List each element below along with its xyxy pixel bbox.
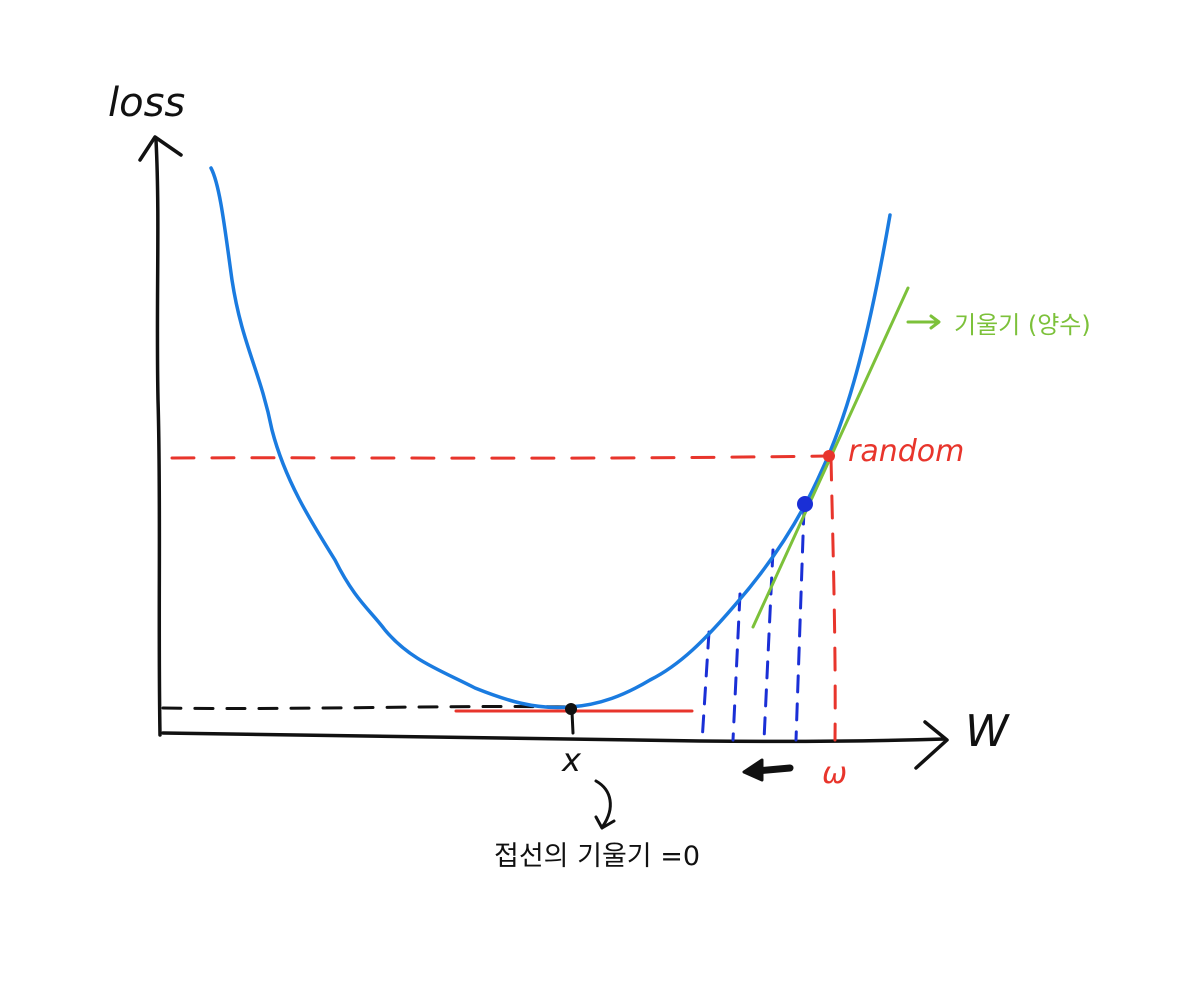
start-weight-label: ω (822, 756, 847, 791)
step-line-4 (794, 506, 806, 742)
loss-curve (209, 166, 892, 710)
curved-down-arrow-icon (594, 779, 616, 830)
minimum-slope-note: 접선의 기울기 =0 (494, 841, 700, 872)
x-axis-label: W (965, 706, 1010, 757)
step-line-1 (700, 630, 711, 744)
random-loss-guide (170, 454, 830, 460)
minimum-point (565, 703, 577, 735)
gradient-note: 기울기 (양수) (954, 311, 1091, 339)
random-weight-guide (829, 456, 837, 742)
current-step-point (797, 496, 813, 512)
left-arrow-icon (742, 758, 794, 782)
right-arrow-icon (906, 314, 941, 330)
step-line-3 (762, 548, 775, 742)
y-axis (138, 135, 183, 737)
minimum-loss-guide (161, 705, 572, 710)
x-axis (161, 720, 949, 770)
random-label: random (848, 434, 964, 469)
minimum-weight-label: x (561, 741, 582, 779)
descent-step-lines (700, 506, 806, 744)
step-line-2 (731, 592, 742, 742)
y-axis-label: loss (108, 80, 185, 126)
random-start-point (823, 450, 835, 462)
